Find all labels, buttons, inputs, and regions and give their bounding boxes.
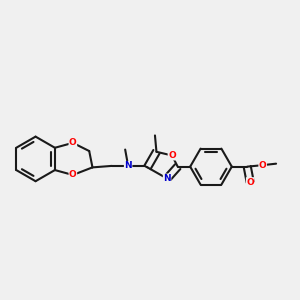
Text: N: N bbox=[124, 161, 132, 170]
Text: O: O bbox=[246, 178, 254, 187]
Text: O: O bbox=[69, 138, 77, 147]
Text: O: O bbox=[168, 151, 176, 160]
Text: O: O bbox=[69, 170, 77, 179]
Text: N: N bbox=[163, 174, 171, 183]
Text: O: O bbox=[259, 161, 267, 170]
